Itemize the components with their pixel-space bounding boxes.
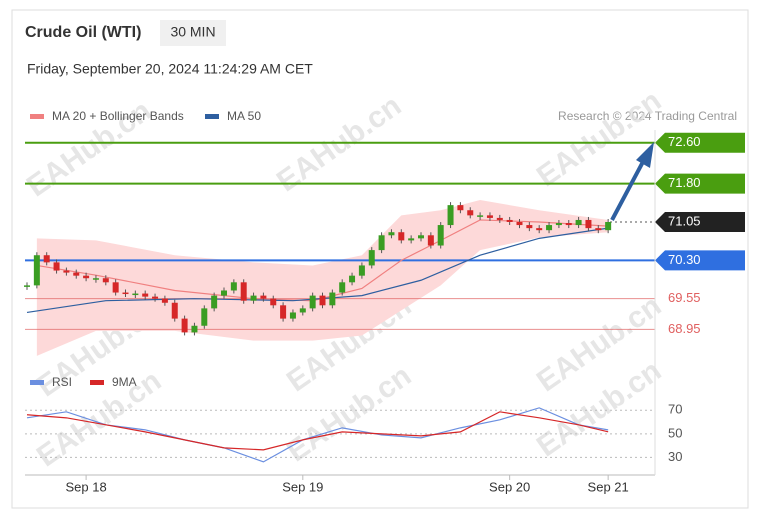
candle	[250, 295, 257, 301]
candle	[585, 219, 592, 229]
candle	[24, 285, 30, 287]
candle	[191, 325, 198, 333]
candle	[565, 223, 572, 226]
candle	[63, 270, 70, 273]
candle	[526, 225, 533, 229]
candle	[112, 282, 119, 293]
candle	[181, 318, 188, 333]
candle	[467, 210, 474, 216]
candle	[152, 296, 159, 299]
date: Friday, September 20, 2024 11:24:29 AM C…	[27, 61, 313, 77]
candle	[605, 222, 612, 231]
candle	[309, 295, 316, 309]
candle	[211, 295, 218, 309]
legend-label: 9MA	[112, 375, 137, 389]
level-label: 71.05	[668, 213, 701, 228]
candle	[358, 265, 365, 276]
candle	[280, 305, 287, 319]
candle	[270, 298, 277, 306]
legend-swatch	[30, 380, 44, 385]
candle	[437, 225, 444, 246]
candle	[418, 235, 424, 239]
y-tick-label: 70	[668, 402, 682, 417]
candle	[201, 308, 208, 326]
legend-swatch	[90, 380, 104, 385]
legend-label: MA 50	[227, 109, 261, 123]
forecast-arrow	[610, 157, 647, 221]
candle	[486, 215, 493, 218]
candle	[447, 205, 454, 226]
candle	[477, 215, 484, 217]
candle	[349, 275, 356, 283]
candle	[161, 298, 168, 303]
moving-average	[26, 227, 609, 314]
level-tag	[655, 173, 745, 194]
candle	[240, 282, 247, 301]
candle	[427, 235, 434, 246]
credit: Research © 2024 Trading Central	[558, 109, 737, 123]
title: Crude Oil (WTI)	[25, 24, 141, 41]
legend-label: RSI	[52, 375, 72, 389]
rsi-line	[26, 407, 609, 463]
candle	[408, 238, 415, 241]
candle	[378, 235, 385, 251]
level-label: 72.60	[668, 134, 701, 149]
candle	[171, 302, 178, 319]
level-tag	[655, 250, 745, 271]
candle	[329, 292, 336, 306]
level-label: 69.55	[668, 290, 701, 305]
candle	[555, 223, 562, 226]
candle	[33, 255, 40, 286]
legend-swatch	[30, 114, 44, 119]
level-label: 70.30	[668, 252, 701, 267]
rsi-line	[26, 411, 609, 451]
candle	[230, 282, 237, 291]
candle	[122, 292, 129, 295]
y-tick-label: 30	[668, 449, 682, 464]
timeframe-badge	[160, 20, 226, 46]
x-tick-label: Sep 19	[282, 479, 323, 494]
candle	[506, 219, 513, 222]
candle	[142, 293, 149, 297]
candle	[546, 225, 553, 231]
candle	[536, 228, 543, 231]
candle	[53, 262, 60, 271]
candle	[368, 250, 375, 266]
level-tag	[655, 132, 745, 153]
legend-label: MA 20 + Bollinger Bands	[52, 109, 184, 123]
candle	[73, 272, 80, 276]
x-tick-label: Sep 21	[588, 479, 629, 494]
candle	[398, 232, 405, 241]
level-label: 68.95	[668, 321, 701, 336]
level-label: 71.80	[668, 175, 701, 190]
y-tick-label: 50	[668, 425, 682, 440]
timeframe: 30 MIN	[170, 24, 215, 40]
candle	[496, 217, 503, 220]
candle	[319, 295, 326, 306]
bollinger-band	[36, 200, 609, 356]
candle	[92, 278, 99, 280]
level-tag	[655, 212, 745, 232]
candle	[339, 282, 346, 293]
candle	[516, 222, 523, 226]
candle	[221, 290, 227, 296]
candle	[83, 275, 90, 279]
candle	[595, 228, 602, 231]
candle	[457, 205, 464, 211]
candle	[289, 312, 296, 319]
forecast-arrowhead	[636, 142, 654, 168]
legend-swatch	[205, 114, 219, 119]
candle	[43, 255, 50, 263]
candle	[260, 295, 267, 299]
x-tick-label: Sep 20	[489, 479, 530, 494]
x-tick-label: Sep 18	[65, 479, 106, 494]
candle	[575, 219, 582, 226]
candle	[132, 293, 139, 296]
candle	[102, 278, 109, 283]
candle	[388, 232, 395, 236]
candle	[299, 308, 306, 313]
